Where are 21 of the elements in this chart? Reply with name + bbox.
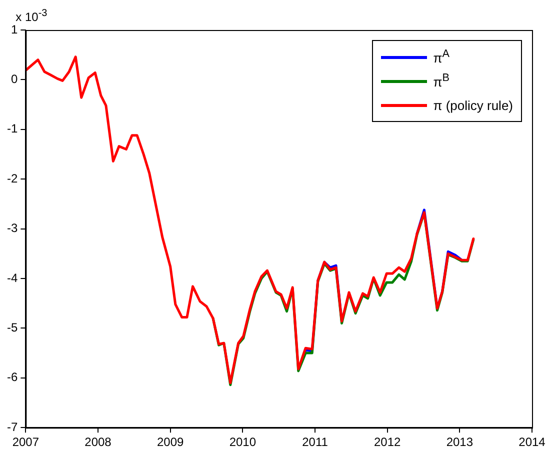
x-tick-label: 2009 — [156, 435, 184, 450]
y-tick-label: 0 — [10, 72, 18, 86]
x-tick-label: 2012 — [374, 435, 402, 450]
y-tick-label: -5 — [7, 320, 18, 335]
x-tick-label: 2007 — [12, 435, 40, 450]
y-tick-label: -4 — [7, 270, 18, 285]
y-tick-label: -2 — [7, 171, 18, 186]
x-tick-label: 2011 — [302, 435, 328, 450]
legend-label: π$^{A}$ — [433, 48, 450, 66]
x-tick-label: 2013 — [446, 435, 474, 450]
y-tick-label: 1 — [10, 22, 18, 36]
x-tick-label: 2008 — [84, 435, 112, 450]
x-tick-label: 2014 — [518, 435, 546, 450]
text: x 10$^{-3}$ — [16, 8, 48, 24]
y-tick-label: -7 — [7, 420, 18, 434]
y-tick-label: -1 — [7, 122, 18, 136]
legend-label: π (policy rule) — [433, 98, 513, 112]
y-tick-label: -6 — [7, 370, 18, 384]
y-tick-label: -3 — [7, 221, 18, 236]
x-tick-label: 2010 — [229, 435, 256, 450]
legend-label: π$^{B}$ — [433, 72, 450, 90]
